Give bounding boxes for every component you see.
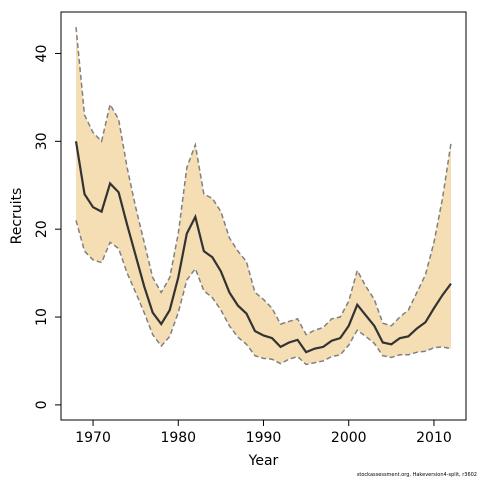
y-tick-label: 20 <box>34 220 50 238</box>
x-tick-label: 1980 <box>160 430 196 446</box>
x-tick-label: 2000 <box>331 430 367 446</box>
x-axis-label: Year <box>248 453 279 469</box>
y-axis-label: Recruits <box>9 188 25 245</box>
y-tick-label: 30 <box>34 132 50 150</box>
y-tick-label: 10 <box>34 308 50 326</box>
x-tick-label: 1970 <box>75 430 111 446</box>
line <box>74 141 452 354</box>
y-tick-label: 0 <box>34 400 50 409</box>
y-tick-label: 40 <box>34 45 50 63</box>
band-lower-edge <box>75 220 452 366</box>
band-upper-edge <box>75 27 452 336</box>
x-tick-label: 1990 <box>246 430 282 446</box>
footnote: stockassessment.org, Hakeversion4-split,… <box>357 472 477 478</box>
x-tick-label: 2010 <box>416 430 452 446</box>
confidence-band <box>76 27 451 365</box>
